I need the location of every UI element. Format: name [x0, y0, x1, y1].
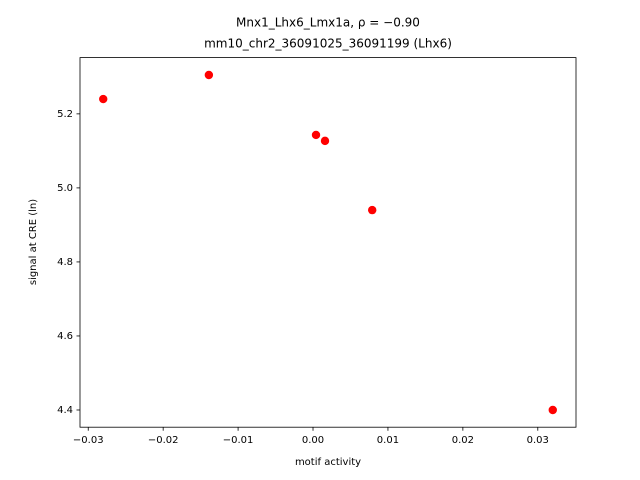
point [320, 136, 330, 146]
y-tick-label: 5.0 [57, 183, 73, 194]
point [99, 94, 108, 104]
x-tick-label: −0.03 [73, 435, 104, 446]
plot-frame [79, 57, 577, 428]
y-tick-label: 4.6 [57, 331, 73, 342]
x-tick-label: 0.03 [527, 435, 549, 446]
x-tick-label: 0.00 [302, 435, 324, 446]
x-tick-label: 0.01 [377, 435, 399, 446]
y-tick-label: 4.4 [57, 405, 73, 416]
y-tick-label: 5.2 [57, 109, 73, 120]
point [311, 130, 321, 140]
point [548, 405, 557, 415]
chart-subtitle: mm10_chr2_36091025_36091199 (Lhx6) [204, 37, 452, 51]
chart-title: Mnx1_Lhx6_Lmx1a, ρ = −0.90 [236, 16, 420, 30]
y-axis-label: signal at CRE (ln) [28, 199, 39, 285]
x-tick-label: 0.02 [452, 435, 474, 446]
x-tick-label: −0.01 [223, 435, 254, 446]
x-axis-label: motif activity [295, 457, 361, 468]
x-tick-label: −0.02 [148, 435, 179, 446]
y-tick-label: 4.8 [57, 257, 73, 268]
point [368, 205, 377, 215]
point [204, 70, 214, 80]
